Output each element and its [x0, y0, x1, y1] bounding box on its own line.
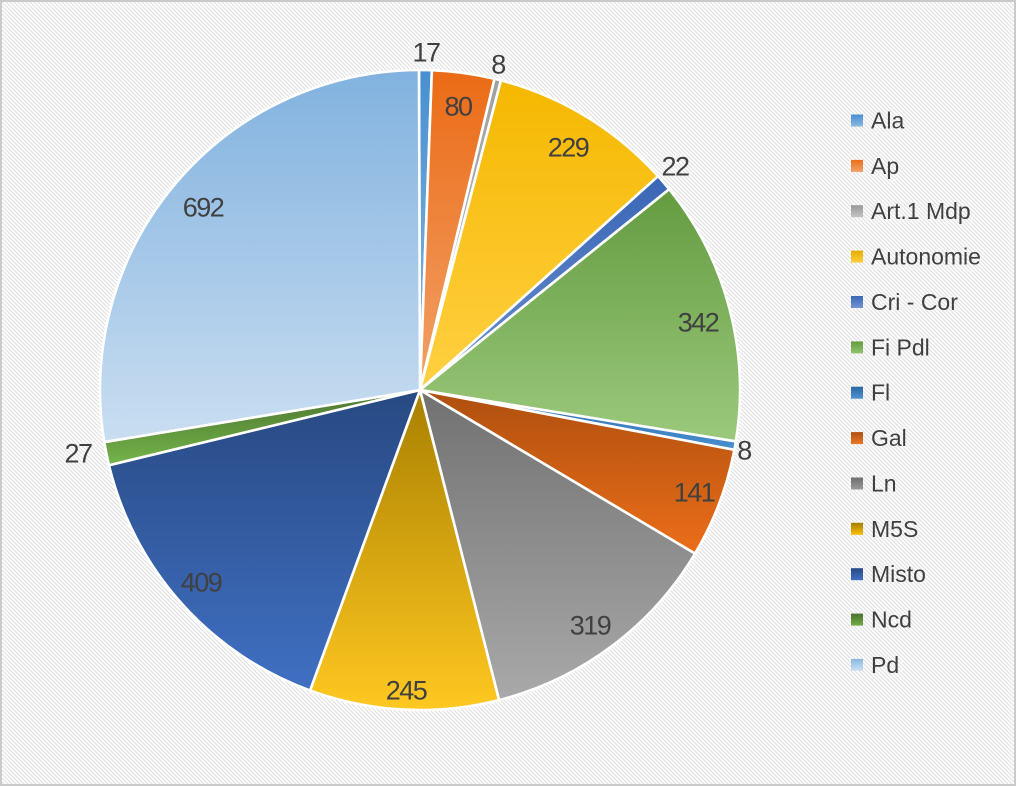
svg-text:409: 409 [181, 568, 222, 598]
svg-text:8: 8 [737, 436, 751, 466]
svg-text:17: 17 [412, 38, 440, 68]
svg-text:319: 319 [570, 611, 611, 641]
svg-text:Pd: Pd [871, 652, 899, 678]
svg-text:Ala: Ala [871, 108, 904, 134]
svg-text:Fi Pdl: Fi Pdl [871, 334, 930, 360]
svg-text:342: 342 [678, 308, 719, 338]
svg-text:Ln: Ln [871, 471, 897, 497]
svg-text:22: 22 [661, 152, 689, 182]
svg-text:Art.1 Mdp: Art.1 Mdp [871, 198, 971, 224]
svg-text:141: 141 [674, 478, 715, 508]
svg-text:Cri - Cor: Cri - Cor [871, 289, 958, 315]
svg-text:Fl: Fl [871, 380, 890, 406]
svg-text:245: 245 [386, 676, 427, 706]
svg-text:27: 27 [64, 439, 92, 469]
svg-text:8: 8 [491, 50, 505, 80]
svg-text:M5S: M5S [871, 516, 918, 542]
svg-text:Misto: Misto [871, 561, 926, 587]
svg-text:Ncd: Ncd [871, 607, 912, 633]
svg-text:229: 229 [548, 133, 589, 163]
svg-text:80: 80 [444, 92, 472, 122]
svg-text:Autonomie: Autonomie [871, 244, 981, 270]
svg-text:Gal: Gal [871, 425, 907, 451]
svg-text:692: 692 [183, 193, 224, 223]
svg-text:Ap: Ap [871, 153, 899, 179]
